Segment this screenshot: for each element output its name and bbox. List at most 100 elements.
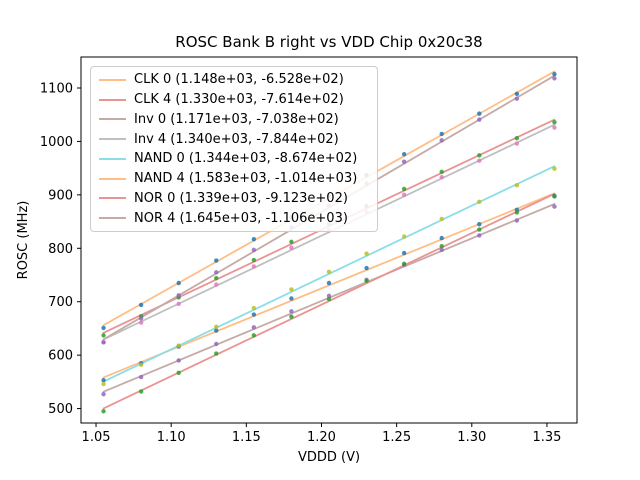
y-axis-label: ROSC (MHz) xyxy=(16,201,31,280)
data-point-clk-0 xyxy=(289,296,294,301)
data-point-nand-0 xyxy=(326,269,332,274)
y-tick-label: 500 xyxy=(48,402,73,417)
data-point-clk-4 xyxy=(101,333,106,338)
data-point-inv-0 xyxy=(214,341,219,347)
data-point-clk-0 xyxy=(439,235,444,241)
data-point-inv-0 xyxy=(514,218,520,223)
legend-label: CLK 4 (1.330e+03, -7.614e+02) xyxy=(134,92,344,108)
data-point-clk-0 xyxy=(101,378,106,383)
data-point-nand-4 xyxy=(401,152,407,157)
data-point-nor-0 xyxy=(401,261,407,266)
data-point-nand-0 xyxy=(176,343,181,348)
legend-label: NOR 4 (1.645e+03, -1.106e+03) xyxy=(134,210,348,226)
y-tick-label: 1000 xyxy=(40,135,73,150)
data-point-nor-0 xyxy=(514,210,520,215)
data-point-inv-4 xyxy=(289,245,294,250)
data-point-nand-0 xyxy=(552,166,557,171)
x-tick-label: 1.20 xyxy=(307,430,336,445)
data-point-inv-0 xyxy=(289,309,294,314)
data-point-nand-4 xyxy=(214,258,219,263)
data-point-nor-4 xyxy=(401,159,407,164)
data-point-nor-4 xyxy=(251,247,257,253)
data-point-nand-0 xyxy=(251,305,257,311)
data-point-nor-0 xyxy=(176,370,181,375)
data-point-clk-0 xyxy=(326,280,332,286)
data-point-nand-0 xyxy=(214,324,219,330)
data-point-nor-4 xyxy=(176,293,181,298)
legend-entry-nand-4: NAND 4 (1.583e+03, -1.014e+03) xyxy=(91,171,377,186)
data-point-nor-0 xyxy=(439,243,444,249)
data-point-nor-4 xyxy=(552,76,557,81)
legend-label: NOR 0 (1.339e+03, -9.123e+02) xyxy=(134,190,348,206)
data-point-inv-0 xyxy=(477,233,482,238)
y-tick-label: 1100 xyxy=(40,81,73,96)
y-tick-label: 900 xyxy=(48,188,73,203)
legend-line-swatch xyxy=(99,118,126,121)
data-point-nor-4 xyxy=(439,138,444,143)
data-point-nand-4 xyxy=(439,131,444,137)
data-point-clk-4 xyxy=(439,169,444,175)
data-point-nand-0 xyxy=(289,287,294,292)
data-point-inv-4 xyxy=(401,192,407,198)
data-point-inv-4 xyxy=(477,158,482,163)
data-point-nor-0 xyxy=(477,227,482,232)
data-point-nor-4 xyxy=(514,96,520,101)
legend-entry-clk-0: CLK 0 (1.148e+03, -6.528e+02) xyxy=(91,72,377,87)
legend-entry-clk-4: CLK 4 (1.330e+03, -7.614e+02) xyxy=(91,92,377,107)
legend-entry-nor-0: NOR 0 (1.339e+03, -9.123e+02) xyxy=(91,191,377,206)
data-point-inv-0 xyxy=(552,204,557,209)
data-point-nand-0 xyxy=(138,362,144,367)
data-point-clk-0 xyxy=(251,312,257,317)
data-point-nand-0 xyxy=(514,183,520,188)
data-point-nor-4 xyxy=(101,340,106,345)
data-point-clk-0 xyxy=(477,222,482,227)
data-point-nand-4 xyxy=(552,71,557,77)
axes-layer: 1.05 1.10 1.15 1.20 1.25 1.30 1.35 500 600 700 800… xyxy=(40,81,562,445)
data-point-inv-0 xyxy=(439,247,444,253)
data-point-nor-4 xyxy=(214,270,219,275)
data-point-nor-0 xyxy=(326,296,332,302)
data-point-inv-4 xyxy=(251,264,257,269)
data-point-inv-4 xyxy=(439,175,444,180)
data-point-nand-0 xyxy=(477,199,482,204)
data-point-nand-4 xyxy=(251,236,257,242)
legend-line-swatch xyxy=(99,197,126,200)
data-point-nor-0 xyxy=(251,333,257,338)
y-tick-label: 600 xyxy=(48,349,73,364)
data-point-nand-0 xyxy=(439,216,444,222)
data-point-nand-0 xyxy=(364,251,369,256)
data-point-clk-4 xyxy=(401,186,407,192)
data-point-clk-4 xyxy=(514,136,520,141)
legend-entry-inv-4: Inv 4 (1.340e+03, -7.844e+02) xyxy=(91,132,377,147)
data-point-clk-4 xyxy=(289,239,294,245)
data-point-clk-4 xyxy=(477,153,482,158)
data-point-nand-0 xyxy=(101,381,106,387)
data-point-nor-0 xyxy=(364,278,369,284)
legend-entry-nor-4: NOR 4 (1.645e+03, -1.106e+03) xyxy=(91,211,377,226)
legend-label: Inv 4 (1.340e+03, -7.844e+02) xyxy=(134,131,339,147)
legend-line-swatch xyxy=(99,78,126,81)
x-tick-label: 1.05 xyxy=(82,430,111,445)
legend-label: NAND 4 (1.583e+03, -1.014e+03) xyxy=(134,171,358,187)
data-point-nand-4 xyxy=(176,280,181,286)
x-tick-label: 1.10 xyxy=(157,430,186,445)
data-point-inv-4 xyxy=(176,301,181,307)
data-point-inv-0 xyxy=(101,391,106,397)
legend-line-swatch xyxy=(99,138,126,141)
legend-box: CLK 0 (1.148e+03, -6.528e+02) CLK 4 (1.33… xyxy=(90,66,378,232)
data-point-nand-4 xyxy=(101,325,106,331)
legend-line-swatch xyxy=(99,157,126,160)
data-point-nand-4 xyxy=(477,111,482,116)
data-point-clk-4 xyxy=(214,276,219,281)
legend-entry-inv-0: Inv 0 (1.171e+03, -7.038e+02) xyxy=(91,112,377,127)
data-point-nand-4 xyxy=(138,302,144,308)
x-tick-label: 1.25 xyxy=(382,430,411,445)
x-tick-label: 1.35 xyxy=(532,430,561,445)
y-tick-label: 700 xyxy=(48,295,73,310)
legend-label: CLK 0 (1.148e+03, -6.528e+02) xyxy=(134,72,344,88)
x-tick-label: 1.15 xyxy=(232,430,261,445)
data-point-inv-0 xyxy=(138,374,144,380)
plot-frame xyxy=(80,56,578,424)
